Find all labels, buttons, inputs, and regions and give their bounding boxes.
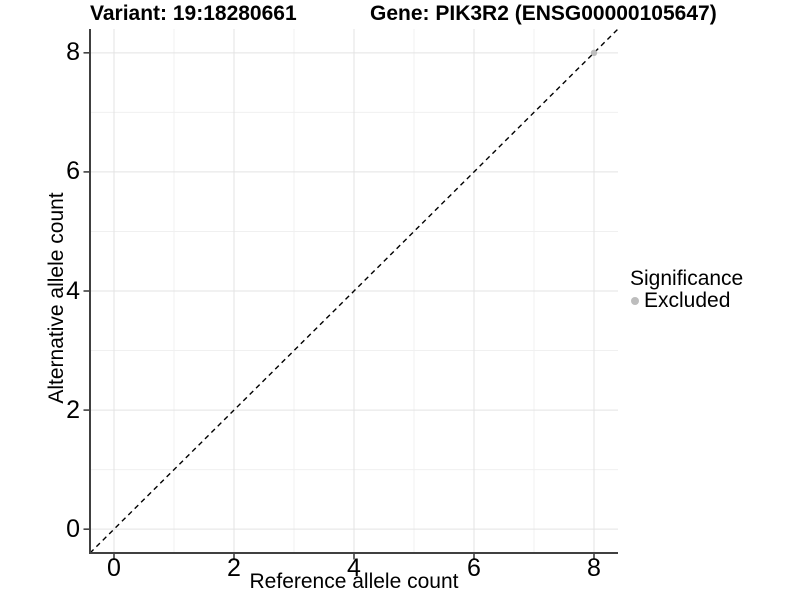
plot-title-variant: Variant: 19:18280661 [90, 2, 297, 25]
y-tick-label: 2 [66, 395, 80, 424]
x-tick-label: 8 [587, 554, 601, 582]
x-tick-label: 6 [467, 554, 481, 582]
y-tick-label: 0 [66, 514, 80, 543]
identity-line [89, 28, 619, 554]
legend-key-point-icon [631, 297, 639, 305]
x-tick-label: 0 [107, 554, 121, 582]
legend: Significance Excluded [630, 268, 743, 312]
legend-entry-excluded: Excluded [630, 290, 743, 312]
y-tick-label: 8 [66, 38, 80, 67]
legend-title: Significance [630, 267, 744, 290]
plot-panel [83, 28, 619, 560]
x-tick-label: 4 [347, 554, 361, 582]
y-tick-label: 4 [66, 276, 80, 305]
plot-title-gene: Gene: PIK3R2 (ENSG00000105647) [370, 2, 717, 25]
legend-entry-label: Excluded [644, 289, 731, 312]
x-tick-label: 2 [227, 554, 241, 582]
y-tick-label: 6 [66, 157, 80, 186]
x-axis-title: Reference allele count [249, 570, 459, 593]
data-point [590, 49, 598, 57]
